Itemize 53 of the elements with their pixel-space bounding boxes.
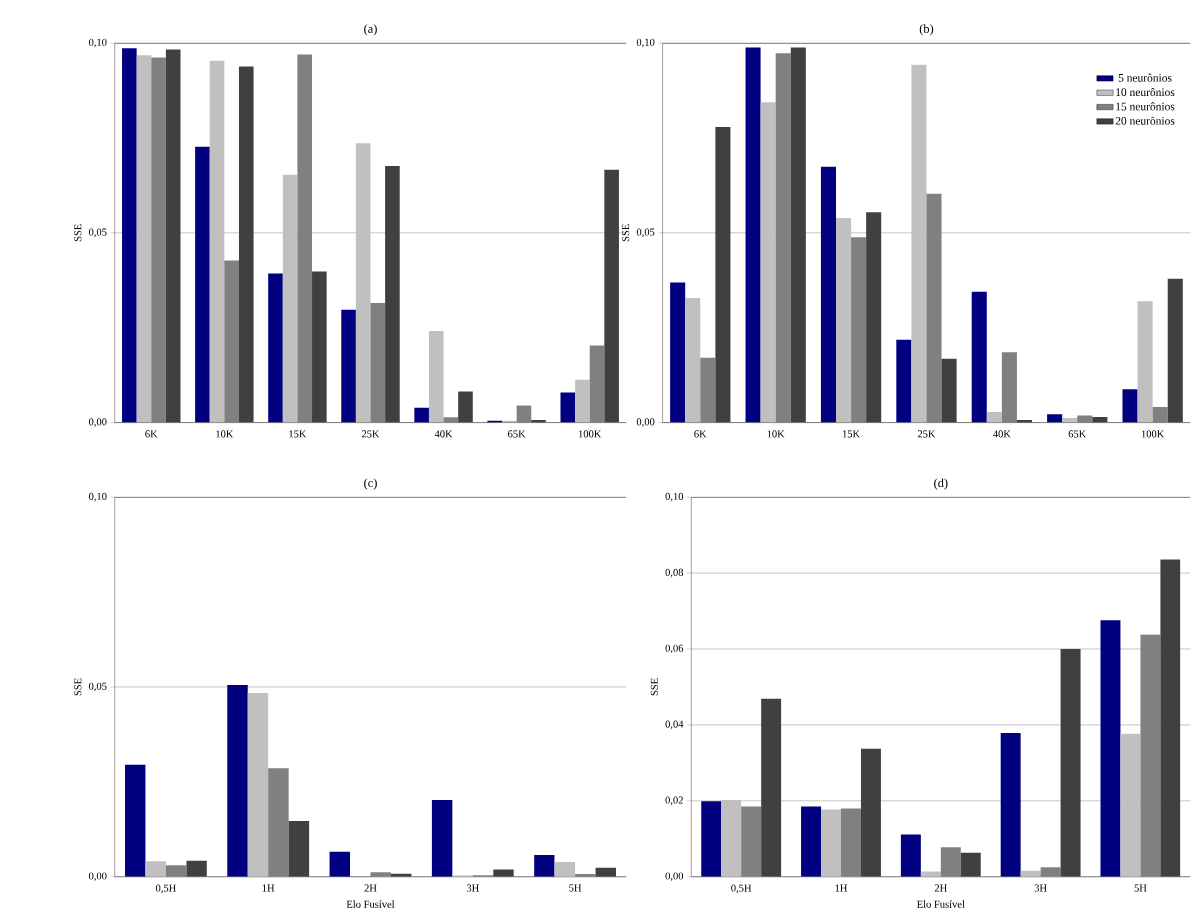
y-axis-title: SSE xyxy=(74,678,82,696)
x-tick-label: 3H xyxy=(1034,884,1047,892)
chart-title: (d) xyxy=(934,478,948,490)
x-tick-label: 10K xyxy=(216,430,234,438)
y-axis-title: SSE xyxy=(622,224,630,242)
legend-label: 5 neurônios xyxy=(1118,73,1172,82)
x-tick-label: 40K xyxy=(993,430,1011,438)
legend-label: 20 neurônios xyxy=(1115,116,1175,125)
x-tick-label: 65K xyxy=(1068,430,1087,438)
y-tick-label: 0,00 xyxy=(665,872,684,882)
y-tick-label: 0,00 xyxy=(88,872,107,882)
y-tick-label: 0,05 xyxy=(88,228,107,238)
x-tick-label: 5H xyxy=(1134,884,1147,892)
chart-title: (c) xyxy=(364,478,377,490)
y-tick-label: 0,00 xyxy=(88,418,107,428)
y-tick-label: 0,05 xyxy=(636,228,655,238)
x-tick-label: 2H xyxy=(934,884,947,892)
x-tick-label: 3H xyxy=(466,884,479,892)
y-tick-label: 0,10 xyxy=(636,38,655,48)
x-tick-label: 15K xyxy=(842,430,861,438)
y-tick-label: 0,04 xyxy=(665,720,684,730)
y-tick-label: 0,10 xyxy=(88,38,107,48)
chart-title: (b) xyxy=(919,24,934,36)
x-tick-label: 6K xyxy=(694,430,707,438)
x-tick-label: 100K xyxy=(578,430,602,438)
x-tick-label: 65K xyxy=(508,430,526,438)
y-tick-label: 0,05 xyxy=(88,682,107,692)
x-tick-label: 15K xyxy=(289,430,307,438)
x-tick-label: 25K xyxy=(917,430,936,438)
y-tick-label: 0,08 xyxy=(665,568,684,578)
x-tick-label: 5H xyxy=(569,884,582,892)
x-tick-label: 0,5H xyxy=(731,884,752,894)
y-tick-label: 0,10 xyxy=(88,492,107,502)
x-tick-label: 2H xyxy=(364,884,377,892)
legend-label: 10 neurônios xyxy=(1116,88,1175,97)
y-tick-label: 0,06 xyxy=(665,644,684,654)
x-tick-label: 10K xyxy=(767,430,785,438)
y-tick-label: 0,02 xyxy=(665,796,683,806)
x-tick-label: 1H xyxy=(835,884,848,892)
x-axis-title: Elo Fusível xyxy=(346,900,395,908)
x-tick-label: 100K xyxy=(1141,430,1165,438)
legend-label: 15 neurônios xyxy=(1116,102,1175,111)
x-tick-label: 6K xyxy=(145,430,158,438)
x-axis-title: Elo Fusível xyxy=(917,900,965,908)
chart-title: (a) xyxy=(364,24,377,36)
y-tick-label: 0,00 xyxy=(636,418,655,428)
x-tick-label: 40K xyxy=(434,430,453,438)
x-tick-label: 1H xyxy=(262,884,275,892)
x-tick-label: 25K xyxy=(361,430,380,438)
y-axis-title: SSE xyxy=(650,678,658,696)
y-tick-label: 0,10 xyxy=(665,492,684,502)
x-tick-label: 0,5H xyxy=(155,884,176,894)
y-axis-title: SSE xyxy=(74,224,82,242)
